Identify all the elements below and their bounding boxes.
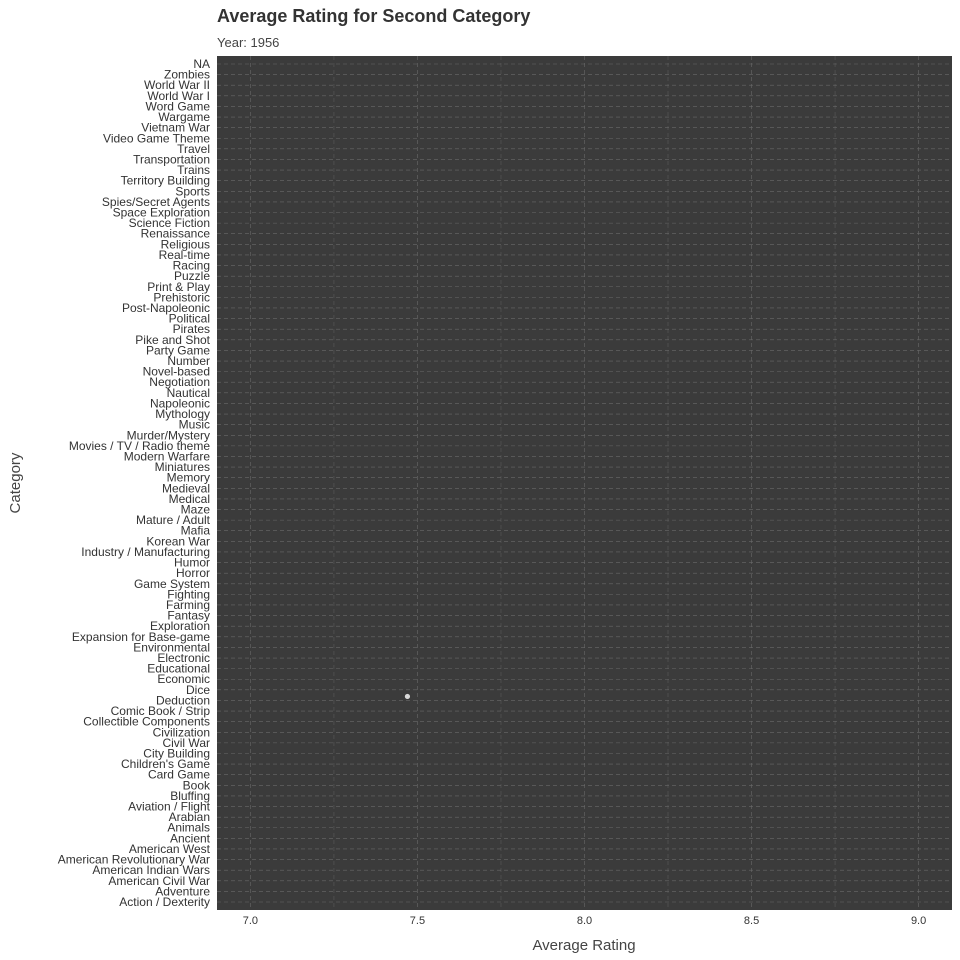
chart-subtitle: Year: 1956 [217,35,279,50]
y-tick-label: City Building [143,746,210,760]
y-tick-label: Mafia [181,524,211,538]
x-tick-label: 7.0 [243,915,258,927]
y-tick-label: Animals [167,821,210,835]
y-tick-label: Medieval [162,481,210,495]
y-tick-label: Racing [173,259,210,273]
y-tick-label: American Civil War [108,874,210,888]
y-tick-label: Game System [134,577,210,591]
y-axis-title: Category [7,452,24,513]
y-tick-label: Space Exploration [113,206,210,220]
y-tick-label: Real-time [159,248,211,262]
y-tick-label: Fantasy [167,609,210,623]
y-tick-label: Transportation [133,152,210,166]
y-tick-label: Science Fiction [129,216,210,230]
y-tick-label: American West [129,842,211,856]
y-tick-label: Mythology [155,407,210,421]
data-point [404,693,411,700]
y-tick-label: Comic Book / Strip [111,704,211,718]
y-tick-label: Adventure [155,884,210,898]
y-tick-label: World War I [147,89,210,103]
y-tick-label: Book [183,778,211,792]
y-tick-label: Korean War [146,534,210,548]
y-tick-label: Collectible Components [83,715,210,729]
y-tick-label: Religious [161,237,210,251]
grid-lines [217,56,952,910]
y-tick-label: Action / Dexterity [119,895,210,909]
y-tick-label: Deduction [156,693,210,707]
y-tick-label: Vietnam War [141,121,210,135]
y-tick-label: Civil War [162,736,210,750]
y-tick-label: Negotiation [149,375,210,389]
y-tick-label: Party Game [146,343,210,357]
y-tick-label: Nautical [167,386,210,400]
y-tick-label: Industry / Manufacturing [81,545,210,559]
y-tick-label: Maze [181,503,211,517]
y-tick-label: Movies / TV / Radio theme [69,439,210,453]
y-tick-label: Prehistoric [153,290,210,304]
y-tick-label: Novel-based [143,365,210,379]
data-points [404,693,411,700]
x-axis-title: Average Rating [532,937,635,954]
y-tick-label: Wargame [158,110,210,124]
y-tick-label: Spies/Secret Agents [102,195,210,209]
y-tick-label: Number [167,354,210,368]
y-tick-label: Dice [186,683,210,697]
chart-title: Average Rating for Second Category [217,6,530,26]
y-tick-label: Post-Napoleonic [122,301,210,315]
y-tick-label: American Revolutionary War [58,853,210,867]
x-tick-label: 7.5 [410,915,425,927]
x-tick-label: 8.5 [744,915,759,927]
y-tick-label: Arabian [169,810,210,824]
y-tick-label: Video Game Theme [103,131,210,145]
y-tick-label: Bluffing [170,789,210,803]
y-tick-label: Children's Game [121,757,210,771]
y-tick-label: Print & Play [147,280,210,294]
y-tick-label: Civilization [153,725,210,739]
y-tick-label: Napoleonic [150,396,210,410]
y-tick-label: Farming [166,598,210,612]
y-tick-label: Word Game [146,99,211,113]
y-tick-label: Ancient [170,831,211,845]
y-tick-label: Territory Building [121,174,210,188]
y-tick-label: Modern Warfare [124,449,211,463]
y-tick-label: Fighting [167,587,210,601]
y-tick-label: Mature / Adult [136,513,211,527]
y-tick-label: Puzzle [174,269,210,283]
y-tick-label: Horror [176,566,210,580]
y-tick-label: Expansion for Base-game [72,630,210,644]
y-tick-label: American Indian Wars [92,863,210,877]
x-axis-ticks: 7.0 7.5 8.0 8.5 9.0 [243,915,926,927]
y-tick-label: Memory [167,471,210,485]
y-tick-label: Miniatures [155,460,210,474]
y-tick-label: Music [179,418,210,432]
y-tick-label: Aviation / Flight [128,800,210,814]
y-tick-label: Political [169,312,210,326]
y-tick-label: Pirates [173,322,210,336]
y-tick-label: Travel [177,142,210,156]
y-tick-label: Card Game [148,768,210,782]
y-tick-label: Pike and Shot [135,333,210,347]
y-tick-label: Electronic [157,651,210,665]
y-tick-label: Exploration [150,619,210,633]
y-tick-label: NA [193,57,210,71]
y-tick-label: Murder/Mystery [127,428,210,442]
y-tick-label: Environmental [133,640,210,654]
y-tick-label: Economic [157,672,210,686]
y-tick-label: Humor [174,556,210,570]
y-tick-label: Renaissance [141,227,211,241]
y-tick-label: Trains [177,163,210,177]
x-tick-label: 9.0 [911,915,926,927]
x-tick-label: 8.0 [577,915,592,927]
y-tick-label: World War II [144,78,210,92]
y-tick-label: Zombies [164,68,210,82]
y-tick-label: Medical [169,492,210,506]
y-tick-label: Educational [147,662,210,676]
y-tick-label: Sports [175,184,210,198]
